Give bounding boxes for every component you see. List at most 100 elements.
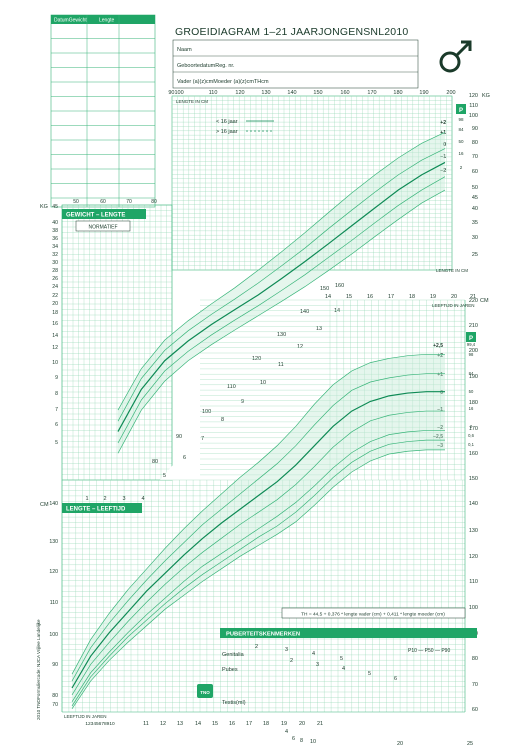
p-value: 2 <box>460 165 463 170</box>
diag-age-tick: 8 <box>221 417 224 423</box>
cm-tick-left: 120 <box>49 569 58 575</box>
sd-label: −2,5 <box>433 434 443 440</box>
weight-tick-right: 25 <box>472 252 478 258</box>
weight-tick-left: 7 <box>55 407 58 413</box>
weight-tick-right: 50 <box>472 185 478 191</box>
length-tick-label: 150 <box>313 90 322 96</box>
length-curve-+1 <box>71 373 445 682</box>
length-age-title-box <box>62 503 142 513</box>
p-header: P <box>459 108 463 114</box>
weight-tick-left: 6 <box>55 422 58 428</box>
log-col-date: DatumGewicht <box>54 18 87 24</box>
weight-tick-right: 30 <box>472 235 478 241</box>
cm-tick-left: 80 <box>52 693 58 699</box>
weight-axis-unit-left: KG <box>40 204 48 210</box>
name-label: Naam <box>177 47 192 53</box>
length-curve-−3 <box>71 449 445 709</box>
tno-logo-text: TNO <box>200 690 210 695</box>
p-value: 98 <box>469 352 474 357</box>
diag-age-tick: 9 <box>241 399 244 405</box>
age-tick-bottom: 15 <box>212 721 218 727</box>
diag-age-tick: 7 <box>201 436 204 442</box>
cm-tick-right: 210 <box>469 323 478 329</box>
puberty-stage: 2 <box>290 658 293 664</box>
weight-tick-left: 20 <box>52 301 58 307</box>
p-value: 98 <box>458 117 464 122</box>
weight-curve-+2 <box>117 131 446 411</box>
age-tick-bottom: 16 <box>229 721 235 727</box>
cm-tick-left: 90 <box>52 662 58 668</box>
weight-tick-left: 24 <box>52 284 58 290</box>
weight-tick-left: 30 <box>52 260 58 266</box>
weight-tick-left: 18 <box>52 310 58 316</box>
diag-age-tick: 5 <box>163 473 166 479</box>
age-tick-bottom: 12 <box>160 721 166 727</box>
sd-label: −3 <box>437 443 443 449</box>
cm-tick-left: 130 <box>49 539 58 545</box>
p-legend: P10 — P50 — P90 <box>408 648 450 654</box>
weight-tick-right: 40 <box>472 206 478 212</box>
weight-tick-left: 26 <box>52 276 58 282</box>
footer-tick: 20 <box>397 741 403 747</box>
th-formula-box <box>281 607 466 619</box>
cm-tick-right: 200 <box>469 348 478 354</box>
puberty-stage: 2 <box>255 644 258 650</box>
age-tick-top: 20 <box>451 294 457 300</box>
sd-label: −1 <box>440 154 446 160</box>
footer-tick: 25 <box>467 741 473 747</box>
cm-tick-right: 190 <box>469 374 478 380</box>
diag-cm-tick: 110 <box>227 384 236 390</box>
puberty-stage: 4 <box>285 729 288 735</box>
length-age-title: LENGTE – LEEFTIJD <box>66 507 126 513</box>
sd-label: −1 <box>437 407 443 413</box>
age-tick-bottom: 17 <box>246 721 252 727</box>
length-tick-label: 130 <box>261 90 270 96</box>
weight-tick-right: 70 <box>472 154 478 160</box>
male-symbol-icon <box>439 40 472 73</box>
cm-tick-right: 100 <box>469 605 478 611</box>
weight-tick-left: 32 <box>52 252 58 258</box>
cm-tick-left: 110 <box>50 600 58 606</box>
age-tick-top: 17 <box>388 294 394 300</box>
cm-tick-right: 150 <box>469 476 478 482</box>
p-value: 0,1 <box>468 442 474 447</box>
p-value: 84 <box>458 127 464 132</box>
diag-cm-tick: 150 <box>320 286 329 292</box>
puberty-stage: 6 <box>394 676 397 682</box>
age-tick-top: 19 <box>430 294 436 300</box>
cm-tick-right: 80 <box>472 656 478 662</box>
header-form <box>172 39 419 89</box>
diag-age-tick: 6 <box>183 455 186 461</box>
length-small-tick: 70 <box>126 199 132 205</box>
age-tick-top: 18 <box>409 294 415 300</box>
weight-curve-−2 <box>117 189 446 454</box>
weight-curve-0 <box>117 161 446 432</box>
puberty-stage: 4 <box>312 651 315 657</box>
diag-age-tick: 10 <box>260 380 266 386</box>
weight-tick-left: 34 <box>52 244 58 250</box>
length-tick-label: 90100 <box>168 90 183 96</box>
diag-cm-tick: 120 <box>252 356 261 362</box>
sd-label: +2 <box>440 120 446 126</box>
puberty-stage: 4 <box>342 666 345 672</box>
weight-tick-left: 14 <box>52 333 58 339</box>
weight-tick-right: 80 <box>472 140 478 146</box>
length-tick-label: 120 <box>235 90 244 96</box>
weight-tick-right: 60 <box>472 169 478 175</box>
log-col-length: Lengte <box>99 18 115 24</box>
puberty-stage: 5 <box>368 671 371 677</box>
length-tick-label: 200 <box>446 90 455 96</box>
p-value: 16 <box>458 151 464 156</box>
puberty-stage: 8 <box>300 738 303 744</box>
weight-tick-left: 40 <box>52 220 58 226</box>
age-tick-bottom: 19 <box>281 721 287 727</box>
p-value: 99,4 <box>467 342 476 347</box>
cm-tick-right: 160 <box>469 451 478 457</box>
length-curve-−2,5 <box>71 439 445 707</box>
weight-tick-right: 35 <box>472 220 478 226</box>
age-axis-title: LEEFTIJD IN JAREN <box>64 714 107 719</box>
puberty-stage: 5 <box>340 656 343 662</box>
tno-logo <box>197 684 213 698</box>
